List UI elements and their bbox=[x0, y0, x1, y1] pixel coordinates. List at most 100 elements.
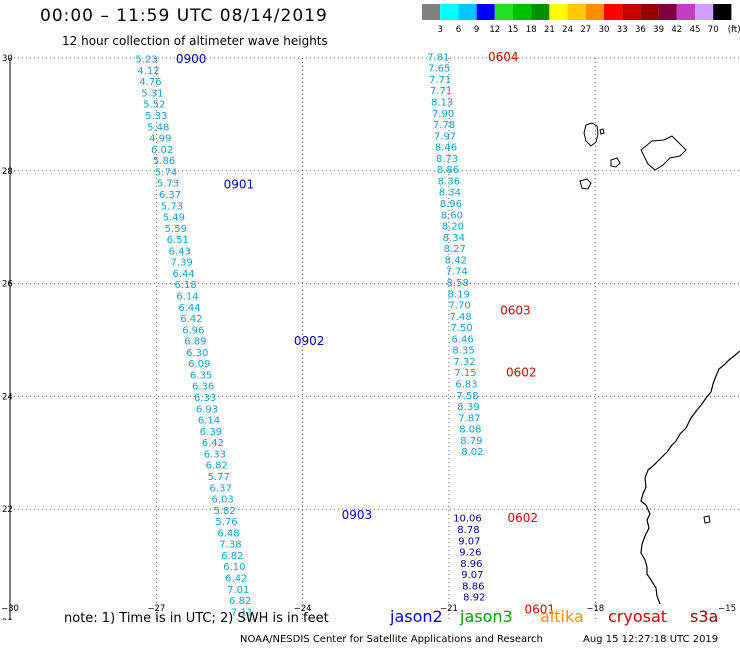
swh-value-label: 8.86 bbox=[437, 165, 459, 176]
pass-labels: 0901 0902 0903 0603 0602 0601 bbox=[224, 177, 555, 616]
swh-value-label: 8.42 bbox=[445, 255, 467, 266]
swh-value-label: 8.39 bbox=[457, 402, 479, 413]
swh-value-label: 8.19 bbox=[448, 289, 470, 300]
latitude-label: 22 bbox=[2, 505, 13, 515]
canary-island-3 bbox=[610, 157, 621, 168]
swh-value-label: 6.14 bbox=[198, 416, 220, 427]
swh-value-label: 6.33 bbox=[194, 393, 216, 404]
altimeter-tracks: 5.234.124.765.315.525.335.484.996.025.86… bbox=[135, 50, 538, 620]
swh-value-label: 5.31 bbox=[141, 88, 163, 99]
colorbar-swatch bbox=[567, 4, 586, 20]
colorbar-tick-label: 18 bbox=[526, 25, 537, 35]
swh-value-label: 7.50 bbox=[450, 323, 472, 334]
swh-value-label: 6.42 bbox=[225, 574, 247, 585]
longitude-label: −15 bbox=[718, 604, 736, 614]
pass-label: 0602 bbox=[506, 366, 537, 380]
coastal-islet bbox=[703, 515, 711, 524]
map-title: 00:00 – 11:59 UTC 08/14/2019 bbox=[40, 6, 328, 26]
swh-value-label: 5.82 bbox=[213, 506, 235, 517]
swh-value-label: 5.86 bbox=[153, 156, 175, 167]
swh-value-label: 7.71 bbox=[429, 75, 451, 86]
swh-value-label: 6.44 bbox=[172, 269, 194, 280]
swh-value-label: 5.74 bbox=[155, 167, 177, 178]
colorbar-swatch bbox=[494, 4, 513, 20]
swh-value-label: 7.58 bbox=[456, 391, 478, 402]
swh-value-label: 7.01 bbox=[227, 585, 249, 596]
swh-value-label: 6.37 bbox=[159, 190, 181, 201]
footer-note: note: 1) Time is in UTC; 2) SWH is in fe… bbox=[64, 611, 329, 626]
swh-value-label: 6.39 bbox=[200, 427, 222, 438]
swh-value-label: 8.35 bbox=[452, 346, 474, 357]
swh-value-label: 6.89 bbox=[184, 337, 206, 348]
pass-label: 0603 bbox=[500, 304, 531, 318]
longitude-label: −24 bbox=[294, 604, 312, 614]
colorbar-swatch bbox=[713, 4, 732, 20]
longitude-label: −30 bbox=[1, 604, 19, 614]
colorbar-tick-label: 9 bbox=[474, 25, 479, 35]
latitude-label: 28 bbox=[2, 167, 13, 177]
swh-value-label: 6.51 bbox=[167, 235, 189, 246]
footer-center-credit: NOAA/NESDIS Center for Satellite Applica… bbox=[240, 634, 543, 645]
swh-value-label: 6.92 bbox=[233, 619, 255, 620]
swh-value-label: 6.93 bbox=[196, 404, 218, 415]
latitude-label: 24 bbox=[2, 392, 13, 402]
swh-value-label: 5.23 bbox=[135, 55, 157, 66]
swh-value-label: 6.35 bbox=[190, 370, 212, 381]
swh-value-label: 8.86 bbox=[462, 581, 484, 592]
swh-value-label: 6.82 bbox=[221, 551, 243, 562]
swh-value-label: 8.08 bbox=[459, 425, 481, 436]
swh-value-label: 7.39 bbox=[171, 258, 193, 269]
colorbar-tick-label: 21 bbox=[544, 25, 555, 35]
swh-value-label: 8.34 bbox=[439, 188, 461, 199]
colorbar-tick-label: 42 bbox=[671, 25, 682, 35]
swh-value-label: 8.73 bbox=[436, 154, 458, 165]
pass-label: 0902 bbox=[294, 334, 325, 348]
pass-label: 0901 bbox=[224, 177, 255, 191]
swh-value-label: 7.74 bbox=[446, 267, 468, 278]
swh-value-label: 6.43 bbox=[169, 246, 191, 257]
swh-value-label: 8.02 bbox=[461, 447, 483, 458]
swh-value-label: 8.34 bbox=[443, 233, 465, 244]
swh-value-label: 6.83 bbox=[455, 379, 477, 390]
swh-value-label: 7.87 bbox=[458, 413, 480, 424]
colorbar-tick-label: 39 bbox=[653, 25, 664, 35]
colorbar-swatch bbox=[513, 4, 532, 20]
swh-value-label: 6.10 bbox=[223, 562, 245, 573]
swh-value-label: 6.82 bbox=[206, 461, 228, 472]
swh-value-label: 7.11 bbox=[231, 607, 253, 618]
colorbar-tick-label: 12 bbox=[489, 25, 500, 35]
swh-value-label: 8.20 bbox=[442, 222, 464, 233]
swh-value-label: 8.58 bbox=[447, 278, 469, 289]
swh-value-label: 7.15 bbox=[454, 368, 476, 379]
pass-label: 0903 bbox=[342, 508, 373, 522]
colorbar-swatch bbox=[531, 4, 550, 20]
swh-value-label: 6.14 bbox=[176, 292, 198, 303]
colorbar-swatch bbox=[549, 4, 568, 20]
latitude-label: 30 bbox=[2, 54, 13, 64]
longitude-label: −18 bbox=[586, 604, 604, 614]
swh-value-label: 8.27 bbox=[444, 244, 466, 255]
colorbar-tick-label: 70 bbox=[708, 25, 719, 35]
swh-value-label: 8.92 bbox=[463, 593, 485, 604]
swh-value-label: 7.81 bbox=[427, 52, 449, 63]
swh-value-label: 6.03 bbox=[212, 495, 234, 506]
swh-value-label: 5.52 bbox=[143, 100, 165, 111]
swh-value-label: 5.77 bbox=[208, 472, 230, 483]
swh-value-label: 5.76 bbox=[215, 517, 237, 528]
swh-value-label: 6.48 bbox=[217, 528, 239, 539]
swh-value-label: 6.96 bbox=[182, 325, 204, 336]
canary-island-5 bbox=[599, 128, 605, 135]
swh-value-label: 4.12 bbox=[137, 66, 159, 77]
swh-value-label: 5.49 bbox=[163, 213, 185, 224]
swh-value-label: 6.33 bbox=[204, 449, 226, 460]
swh-value-label: 7.32 bbox=[453, 357, 475, 368]
canary-island-4 bbox=[579, 178, 592, 190]
colorbar-swatch bbox=[476, 4, 495, 20]
swh-value-label: 6.02 bbox=[151, 145, 173, 156]
swh-value-label: 4.76 bbox=[139, 77, 161, 88]
swh-value-label: 10.06 bbox=[453, 514, 482, 525]
swh-value-label: 8.60 bbox=[441, 210, 463, 221]
pass-label: 0604 bbox=[488, 50, 519, 64]
africa-coastline bbox=[640, 350, 740, 605]
pass-label: 0900 bbox=[176, 52, 207, 66]
